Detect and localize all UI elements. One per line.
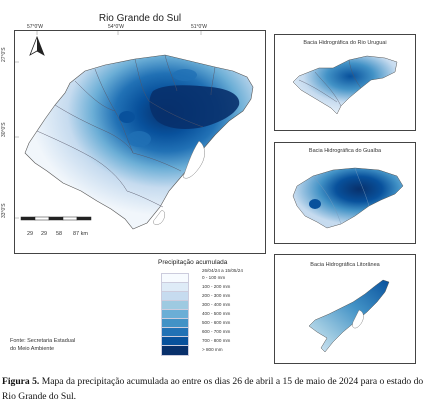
legend-label: 200 - 300 mm (202, 293, 231, 298)
legend-label: 600 - 700 mm (202, 329, 231, 334)
legend-swatch (161, 273, 189, 284)
scale-bar (20, 216, 92, 221)
legend-swatch (161, 327, 189, 338)
legend-label: 400 - 500 mm (202, 311, 231, 316)
inset-uruguai-map (292, 55, 398, 115)
legend-label: > 800 mm (202, 347, 223, 352)
scale-label-3: 58 (56, 231, 63, 237)
scale-label-2: 29 (41, 231, 48, 237)
lat-label-27s: 27°0'S (1, 47, 7, 62)
lon-label-51w: 51°0'W (191, 24, 208, 30)
legend-label: 0 - 100 mm (202, 275, 226, 280)
legend-swatch (161, 345, 189, 356)
legend-title: Precipitação acumulada (158, 259, 228, 266)
main-map-canvas (15, 31, 254, 230)
legend-swatch (161, 318, 189, 329)
legend-label: 300 - 400 mm (202, 302, 231, 307)
legend-label: 700 - 800 mm (202, 338, 231, 343)
scale-label-4: 87 km (73, 231, 88, 237)
inset-guaiba-map (292, 167, 404, 229)
caption-label: Figura 5. (2, 376, 40, 387)
lat-label-30s: 30°0'S (1, 122, 7, 137)
inset-litoranea-map (308, 279, 390, 353)
lon-label-57w: 57°0'W (27, 24, 44, 30)
legend-date-range: 26/04/24 a 15/05/24 (202, 268, 243, 273)
inset-litoranea-title: Bacia Hidrográfica Litorânea (310, 262, 380, 268)
legend-swatch (161, 282, 189, 293)
scale-label-1: 29 (27, 231, 34, 237)
inset-guaiba-title: Bacia Hidrográfica do Guaíba (308, 148, 382, 154)
legend-swatch (161, 309, 189, 320)
source-line-2: do Meio Ambiente (10, 346, 55, 352)
inset-uruguai-title: Bacia Hidrográfica do Rio Uruguai (303, 40, 387, 46)
legend-swatch (161, 300, 189, 311)
legend-label: 100 - 200 mm (202, 284, 231, 289)
main-map-title: Rio Grande do Sul (98, 13, 182, 24)
legend-swatch (161, 336, 189, 347)
figure-caption: Figura 5. Mapa da precipitação acumulada… (2, 374, 424, 404)
north-arrow-icon (29, 35, 45, 56)
caption-text: Mapa da precipitação acumulada ao entre … (2, 376, 424, 402)
lon-label-54w: 54°0'W (108, 24, 125, 30)
legend: 0 - 100 mm 100 - 200 mm 200 - 300 mm 300… (161, 273, 272, 364)
legend-label: 500 - 600 mm (202, 320, 231, 325)
source-line-1: Fonte: Secretaria Estadual (10, 338, 76, 344)
lat-label-33s: 33°0'S (1, 203, 7, 218)
legend-swatch (161, 291, 189, 302)
